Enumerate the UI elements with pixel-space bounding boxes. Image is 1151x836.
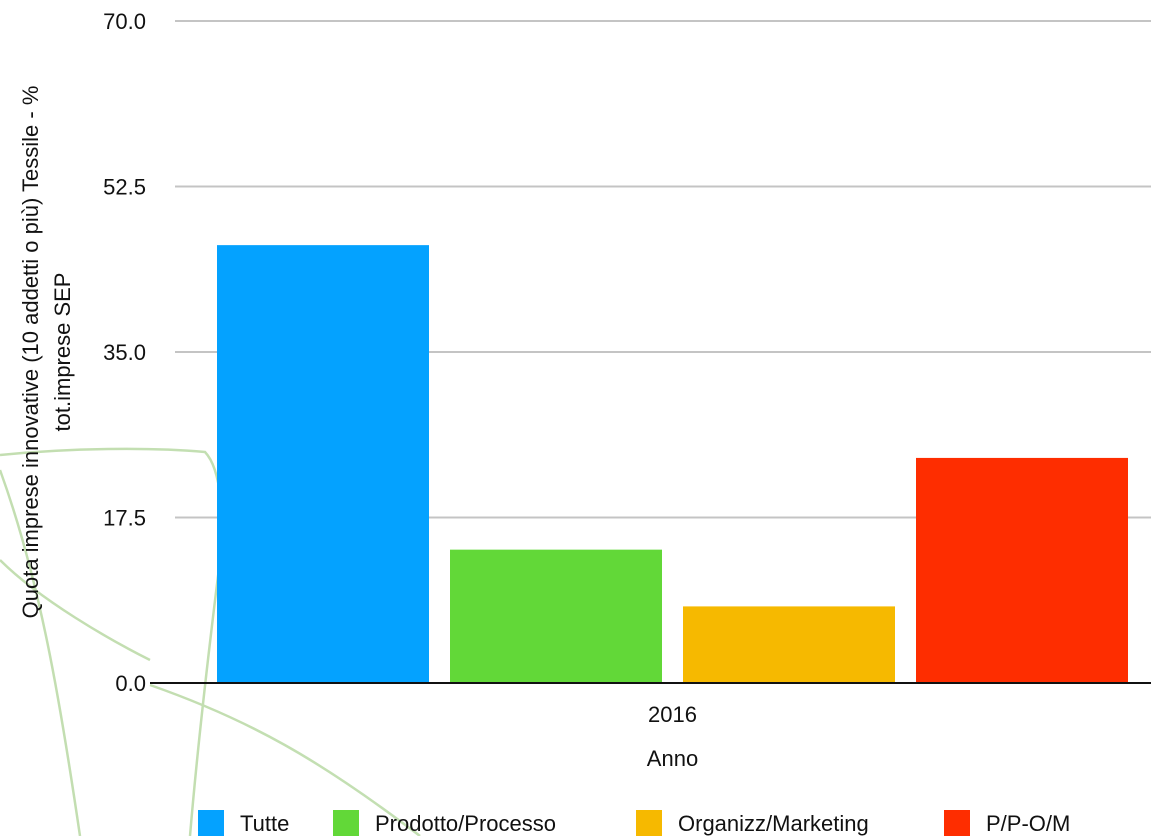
x-axis-label: Anno xyxy=(647,746,698,771)
legend-label-tutte: Tutte xyxy=(240,811,289,836)
bars xyxy=(217,245,1128,684)
legend-swatch-organizz-marketing xyxy=(636,810,662,836)
bar-p-p-o-m xyxy=(916,457,1128,683)
bar-tutte xyxy=(217,245,429,684)
legend-label-organizz-marketing: Organizz/Marketing xyxy=(678,811,869,836)
x-tick-label: 2016 xyxy=(648,702,697,727)
legend-swatch-prodotto-processo xyxy=(333,810,359,836)
y-axis-label-line-1: Quota imprese innovative (10 addetti o p… xyxy=(18,86,43,619)
legend-swatch-tutte xyxy=(198,810,224,836)
y-axis-label-line-2: tot.imprese SEP xyxy=(50,273,75,432)
y-tick-label: 0.0 xyxy=(115,671,146,696)
bar-organizz-marketing xyxy=(683,606,895,683)
legend-label-prodotto-processo: Prodotto/Processo xyxy=(375,811,556,836)
y-tick-label: 35.0 xyxy=(103,340,146,365)
y-tick-label: 17.5 xyxy=(103,506,146,531)
legend-label-p-p-o-m: P/P-O/M xyxy=(986,811,1070,836)
bar-prodotto-processo xyxy=(450,549,662,683)
y-axis-ticks: 0.0 17.5 35.0 52.5 70.0 xyxy=(103,9,146,696)
y-tick-label: 70.0 xyxy=(103,9,146,34)
legend: Tutte Prodotto/Processo Organizz/Marketing… xyxy=(198,810,1070,836)
y-tick-label: 52.5 xyxy=(103,175,146,200)
legend-swatch-p-p-o-m xyxy=(944,810,970,836)
